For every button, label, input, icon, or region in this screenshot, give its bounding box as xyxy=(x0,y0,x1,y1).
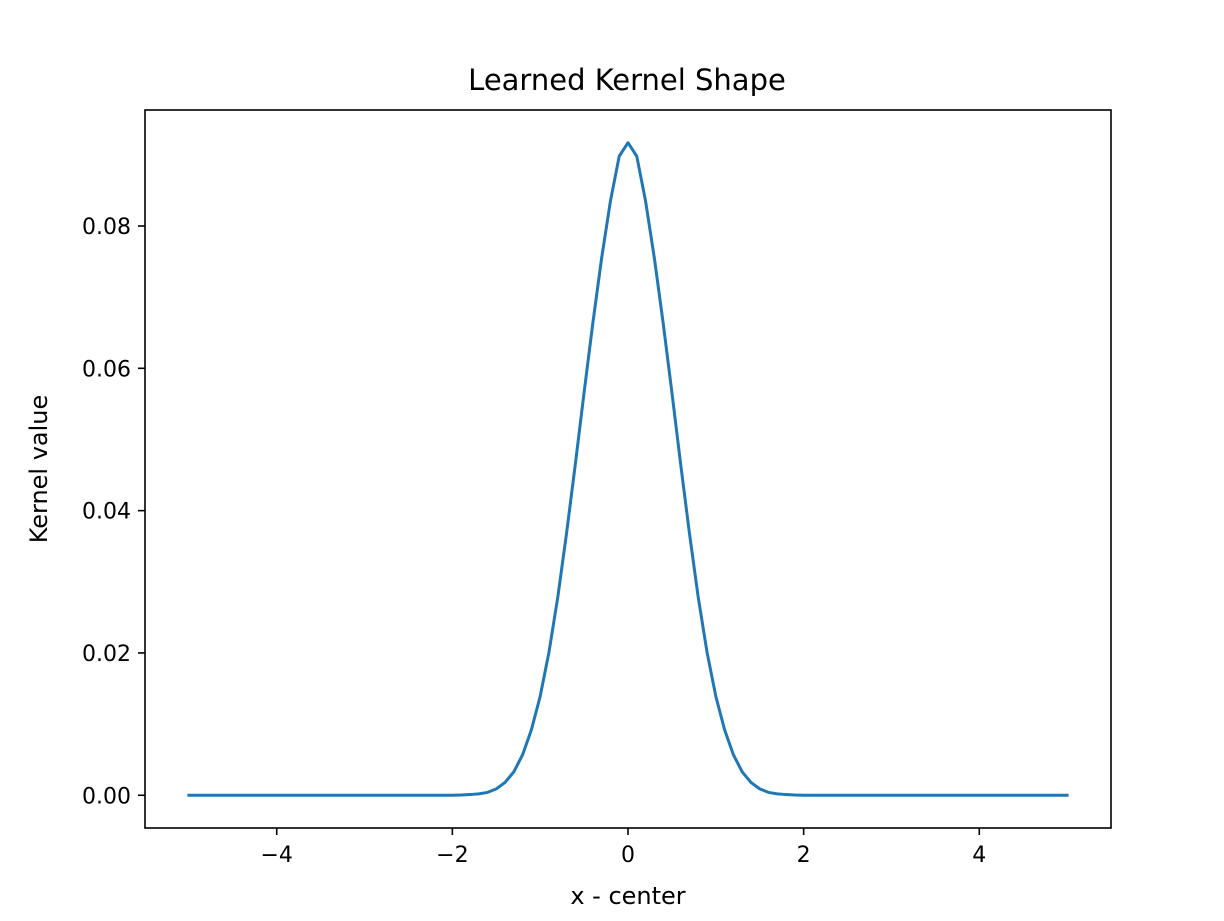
x-axis-label: x - center xyxy=(570,882,685,910)
x-tick-label: 2 xyxy=(797,843,811,868)
y-axis-label: Kernel value xyxy=(25,395,53,544)
series-line-kernel xyxy=(187,141,1069,797)
x-axis: −4 −2 0 2 4 xyxy=(261,828,986,868)
x-tick-label: −4 xyxy=(261,843,293,868)
chart-title: Learned Kernel Shape xyxy=(468,63,786,97)
y-tick-label: 0.04 xyxy=(82,500,131,525)
x-tick-label: 0 xyxy=(621,843,635,868)
y-tick-label: 0.02 xyxy=(82,642,131,667)
x-tick-label: −2 xyxy=(436,843,468,868)
y-tick-label: 0.00 xyxy=(82,784,131,809)
y-tick-label: 0.08 xyxy=(82,215,131,240)
x-tick-label: 4 xyxy=(972,843,986,868)
y-tick-label: 0.06 xyxy=(82,357,131,382)
y-axis: 0.00 0.02 0.04 0.06 0.08 xyxy=(82,215,145,809)
